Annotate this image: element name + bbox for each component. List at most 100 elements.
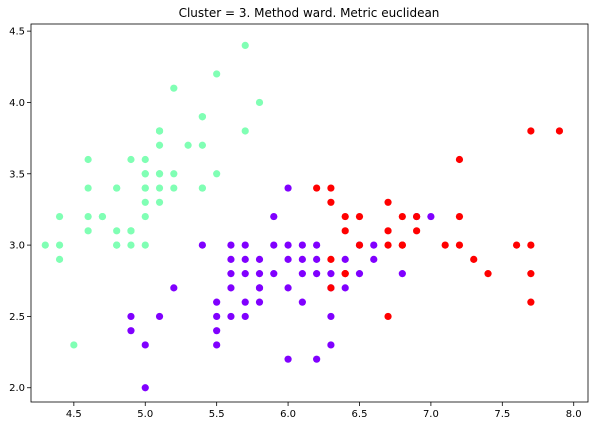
- x-tick-label: 6.5: [352, 409, 368, 420]
- scatter-point: [313, 355, 321, 363]
- scatter-point: [113, 184, 121, 192]
- x-tick-label: 8.0: [566, 409, 582, 420]
- scatter-point: [155, 141, 164, 149]
- scatter-point: [327, 284, 335, 292]
- scatter-point: [355, 212, 364, 221]
- scatter-point: [313, 255, 321, 263]
- scatter-point: [341, 255, 349, 263]
- plot-frame: [30, 23, 589, 403]
- scatter-point: [227, 284, 235, 292]
- scatter-point: [41, 241, 49, 249]
- scatter-point: [255, 98, 264, 107]
- scatter-point: [284, 184, 292, 192]
- scatter-point: [241, 41, 249, 50]
- scatter-point: [127, 327, 135, 335]
- scatter-point: [127, 312, 135, 321]
- scatter-point: [213, 312, 221, 321]
- scatter-point: [184, 141, 192, 149]
- scatter-point: [141, 198, 149, 206]
- scatter-point: [170, 170, 178, 178]
- scatter-point: [284, 241, 292, 249]
- scatter-point: [170, 84, 178, 92]
- scatter-point: [241, 312, 249, 321]
- scatter-point: [141, 170, 149, 178]
- scatter-point: [155, 184, 164, 192]
- x-tick-label: 4.5: [66, 409, 82, 420]
- scatter-point: [155, 127, 164, 135]
- scatter-point: [98, 212, 107, 221]
- scatter-point: [141, 155, 149, 164]
- scatter-point: [384, 227, 392, 235]
- x-tick-label: 7.5: [494, 409, 510, 420]
- scatter-point: [70, 341, 78, 349]
- scatter-point: [127, 155, 135, 164]
- scatter-point: [341, 270, 349, 278]
- x-tick-label: 6.0: [280, 409, 296, 420]
- scatter-point: [555, 127, 564, 135]
- scatter-point: [213, 298, 221, 306]
- scatter-point: [55, 255, 64, 263]
- scatter-point: [313, 270, 321, 278]
- scatter-point: [141, 212, 149, 221]
- scatter-point: [298, 241, 306, 249]
- scatter-point: [213, 170, 221, 178]
- scatter-point: [527, 270, 535, 278]
- scatter-point: [113, 241, 121, 249]
- scatter-point: [213, 327, 221, 335]
- scatter-point: [241, 255, 249, 263]
- scatter-point: [341, 284, 349, 292]
- scatter-point: [55, 241, 64, 249]
- scatter-point: [384, 241, 392, 249]
- scatter-point: [55, 212, 64, 221]
- scatter-point: [398, 270, 406, 278]
- scatter-point: [413, 212, 421, 221]
- y-tick-label: 4.0: [9, 98, 25, 109]
- y-tick-label: 2.5: [9, 312, 25, 323]
- scatter-point: [370, 255, 378, 263]
- scatter-point: [84, 212, 92, 221]
- scatter-point: [355, 270, 364, 278]
- scatter-point: [313, 241, 321, 249]
- scatter-point: [455, 212, 464, 221]
- x-axis: 4.5 5.0 5.5 6.0 6.5 7.0 7.5 8.0: [66, 402, 582, 420]
- scatter-point: [241, 298, 249, 306]
- scatter-point: [370, 241, 378, 249]
- scatter-point: [327, 312, 335, 321]
- scatter-point: [398, 212, 406, 221]
- scatter-point: [327, 341, 335, 349]
- scatter-point: [127, 241, 135, 249]
- y-tick-label: 3.5: [9, 169, 25, 180]
- scatter-point: [198, 113, 206, 121]
- scatter-point: [327, 184, 335, 192]
- scatter-point: [455, 155, 464, 164]
- scatter-point: [241, 241, 249, 249]
- scatter-point: [527, 127, 535, 135]
- scatter-point: [384, 198, 392, 206]
- scatter-point: [255, 270, 264, 278]
- scatter-point: [155, 312, 164, 321]
- scatter-point: [141, 241, 149, 249]
- y-tick-label: 3.0: [9, 241, 25, 252]
- scatter-point: [227, 241, 235, 249]
- chart-title: Cluster = 3. Method ward. Metric euclide…: [179, 6, 440, 20]
- x-tick-label: 7.0: [423, 409, 439, 420]
- scatter-point: [327, 270, 335, 278]
- scatter-point: [84, 227, 92, 235]
- scatter-point: [512, 241, 521, 249]
- scatter-point: [170, 284, 178, 292]
- scatter-point: [384, 312, 392, 321]
- x-tick-label: 5.0: [137, 409, 153, 420]
- scatter-point: [527, 298, 535, 306]
- scatter-point: [241, 270, 249, 278]
- scatter-point: [213, 341, 221, 349]
- scatter-point: [284, 355, 292, 363]
- scatter-point: [84, 184, 92, 192]
- scatter-point: [198, 184, 206, 192]
- scatter-point: [455, 241, 464, 249]
- scatter-point: [141, 341, 149, 349]
- scatter-point: [227, 255, 235, 263]
- scatter-point: [270, 270, 278, 278]
- scatter-point: [398, 241, 406, 249]
